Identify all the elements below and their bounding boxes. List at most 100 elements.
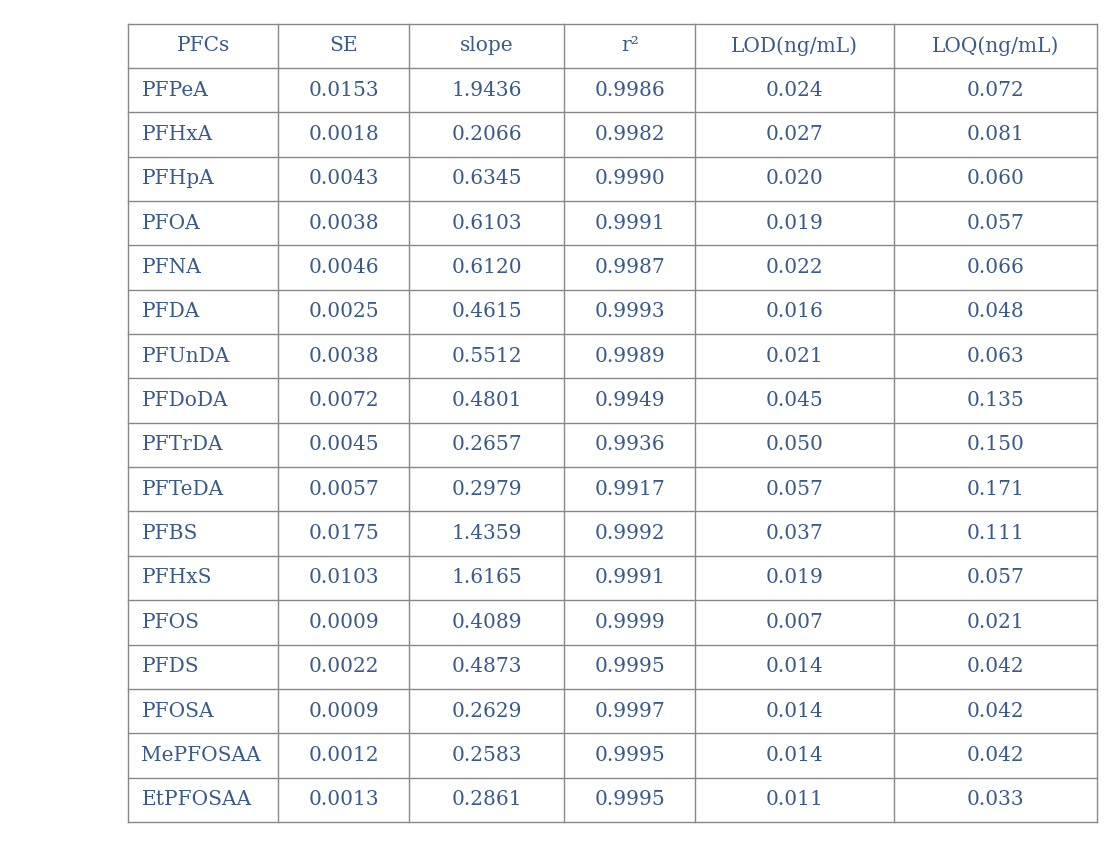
Text: 0.9917: 0.9917: [594, 480, 665, 499]
Text: 0.0175: 0.0175: [309, 524, 379, 543]
Text: 0.0025: 0.0025: [309, 303, 379, 321]
Text: PFPeA: PFPeA: [141, 81, 208, 99]
Text: 0.150: 0.150: [967, 436, 1025, 454]
Text: 1.6165: 1.6165: [451, 568, 522, 588]
Text: 1.9436: 1.9436: [451, 81, 522, 99]
Text: 0.5512: 0.5512: [451, 346, 522, 366]
Text: 0.042: 0.042: [967, 701, 1025, 721]
Text: 0.9997: 0.9997: [594, 701, 665, 721]
Text: 0.4801: 0.4801: [451, 391, 522, 410]
Text: 0.135: 0.135: [967, 391, 1025, 410]
Text: 0.4615: 0.4615: [451, 303, 522, 321]
Text: 0.9993: 0.9993: [595, 303, 665, 321]
Text: 0.050: 0.050: [765, 436, 823, 454]
Text: 0.0045: 0.0045: [309, 436, 379, 454]
Text: 0.0009: 0.0009: [309, 701, 379, 721]
Text: 0.9995: 0.9995: [594, 658, 665, 676]
Text: 0.4873: 0.4873: [451, 658, 522, 676]
Text: 0.2657: 0.2657: [451, 436, 522, 454]
Text: PFTrDA: PFTrDA: [141, 436, 223, 454]
Text: PFDoDA: PFDoDA: [141, 391, 228, 410]
Text: 0.007: 0.007: [765, 613, 823, 632]
Text: 0.9991: 0.9991: [594, 568, 665, 588]
Text: 0.027: 0.027: [765, 125, 823, 144]
Text: 0.063: 0.063: [967, 346, 1025, 366]
Text: 0.042: 0.042: [967, 746, 1025, 765]
Text: 0.0009: 0.0009: [309, 613, 379, 632]
Text: 0.057: 0.057: [765, 480, 823, 499]
Text: PFCs: PFCs: [177, 36, 229, 56]
Text: MePFOSAA: MePFOSAA: [141, 746, 261, 765]
Text: r²: r²: [620, 36, 638, 56]
Text: 0.045: 0.045: [765, 391, 823, 410]
Text: 0.014: 0.014: [765, 658, 823, 676]
Text: 0.021: 0.021: [765, 346, 823, 366]
Text: 0.0022: 0.0022: [309, 658, 379, 676]
Text: 0.0012: 0.0012: [309, 746, 379, 765]
Text: PFHxA: PFHxA: [141, 125, 213, 144]
Text: PFOSA: PFOSA: [141, 701, 214, 721]
Text: 0.020: 0.020: [765, 169, 823, 188]
Text: PFOA: PFOA: [141, 213, 201, 233]
Text: 0.0013: 0.0013: [309, 790, 379, 809]
Text: 0.9936: 0.9936: [595, 436, 665, 454]
Text: 0.0038: 0.0038: [309, 346, 379, 366]
Text: 0.081: 0.081: [967, 125, 1025, 144]
Text: 0.9949: 0.9949: [595, 391, 665, 410]
Text: LOD(ng/mL): LOD(ng/mL): [731, 36, 858, 56]
Text: 0.011: 0.011: [765, 790, 823, 809]
Text: 0.0043: 0.0043: [309, 169, 379, 188]
Text: 0.171: 0.171: [967, 480, 1025, 499]
Text: 0.9989: 0.9989: [594, 346, 665, 366]
Text: 0.6345: 0.6345: [451, 169, 522, 188]
Text: 0.9991: 0.9991: [594, 213, 665, 233]
Text: SE: SE: [330, 36, 358, 56]
Text: 0.9995: 0.9995: [594, 790, 665, 809]
Text: PFTeDA: PFTeDA: [141, 480, 224, 499]
Text: 0.0018: 0.0018: [309, 125, 379, 144]
Text: 0.0057: 0.0057: [309, 480, 379, 499]
Text: PFBS: PFBS: [141, 524, 198, 543]
Text: 0.016: 0.016: [765, 303, 823, 321]
Text: 0.060: 0.060: [967, 169, 1025, 188]
Text: 0.0072: 0.0072: [309, 391, 379, 410]
Text: 0.0046: 0.0046: [309, 258, 379, 277]
Text: 0.057: 0.057: [967, 568, 1025, 588]
Text: 1.4359: 1.4359: [451, 524, 522, 543]
Text: 0.2979: 0.2979: [451, 480, 522, 499]
Text: PFHxS: PFHxS: [141, 568, 212, 588]
Text: PFUnDA: PFUnDA: [141, 346, 229, 366]
Text: 0.019: 0.019: [765, 213, 823, 233]
Text: 0.4089: 0.4089: [451, 613, 522, 632]
Text: LOQ(ng/mL): LOQ(ng/mL): [931, 36, 1059, 56]
Text: 0.9992: 0.9992: [595, 524, 665, 543]
Text: 0.6120: 0.6120: [451, 258, 522, 277]
Text: 0.042: 0.042: [967, 658, 1025, 676]
Text: 0.066: 0.066: [967, 258, 1025, 277]
Text: PFDS: PFDS: [141, 658, 199, 676]
Text: 0.0153: 0.0153: [309, 81, 379, 99]
Text: PFOS: PFOS: [141, 613, 199, 632]
Text: slope: slope: [460, 36, 514, 56]
Text: 0.021: 0.021: [967, 613, 1025, 632]
Text: 0.2066: 0.2066: [451, 125, 522, 144]
Text: 0.9999: 0.9999: [594, 613, 665, 632]
Text: 0.072: 0.072: [967, 81, 1025, 99]
Text: 0.014: 0.014: [765, 701, 823, 721]
Text: 0.2861: 0.2861: [451, 790, 522, 809]
Text: 0.057: 0.057: [967, 213, 1025, 233]
Text: 0.6103: 0.6103: [451, 213, 522, 233]
Text: PFDA: PFDA: [141, 303, 199, 321]
Text: 0.111: 0.111: [967, 524, 1025, 543]
Text: 0.9990: 0.9990: [594, 169, 665, 188]
Text: 0.0103: 0.0103: [309, 568, 379, 588]
Text: 0.024: 0.024: [765, 81, 823, 99]
Text: 0.9982: 0.9982: [595, 125, 665, 144]
Text: 0.2583: 0.2583: [451, 746, 522, 765]
Text: 0.9987: 0.9987: [594, 258, 665, 277]
Text: 0.9986: 0.9986: [594, 81, 665, 99]
Text: 0.019: 0.019: [765, 568, 823, 588]
Text: 0.9995: 0.9995: [594, 746, 665, 765]
Text: 0.0038: 0.0038: [309, 213, 379, 233]
Text: PFHpA: PFHpA: [141, 169, 214, 188]
